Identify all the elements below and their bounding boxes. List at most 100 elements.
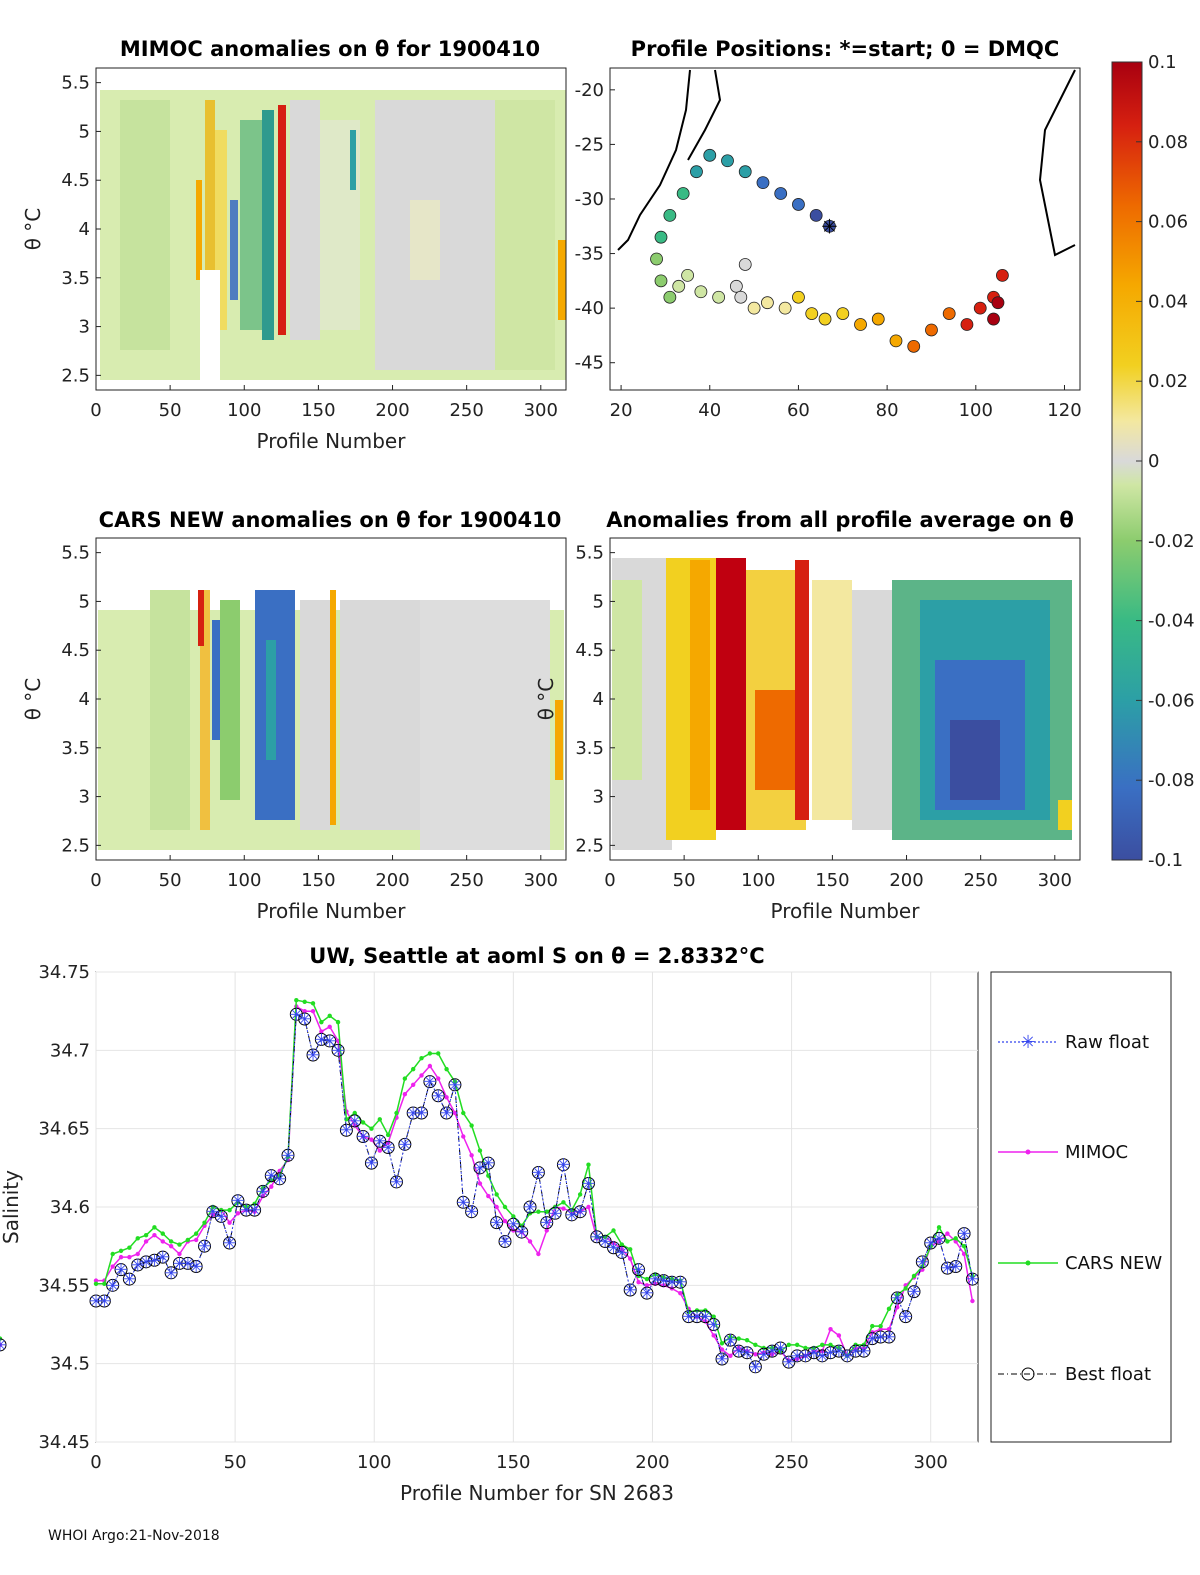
colorbar-tick-label: -0.08 (1148, 770, 1195, 791)
data-point: ✳ (222, 1234, 236, 1254)
data-point (632, 1263, 646, 1277)
data-point (828, 1327, 833, 1332)
cars-y-ticks: 2.5 3 3.5 4 4.5 5 5.5 (61, 543, 101, 856)
data-point (360, 1120, 366, 1125)
data-point (135, 1236, 140, 1241)
data-point (911, 1273, 917, 1279)
data-point: ✳ (389, 1173, 403, 1193)
data-point (335, 1019, 341, 1025)
data-point (548, 1206, 562, 1220)
data-point: ✳ (823, 1344, 837, 1364)
data-point (469, 1153, 474, 1158)
data-point (310, 1008, 316, 1014)
data-point (398, 1137, 412, 1151)
data-point (502, 1218, 508, 1224)
track-point (738, 258, 752, 271)
data-point (477, 1181, 483, 1186)
series-line (96, 1005, 974, 1362)
data-point (790, 1349, 804, 1363)
salinity-series: ✳✳✳✳✳✳✳✳✳✳✳✳✳✳✳✳✳✳✳✳✳✳✳✳✳✳✳✳✳✳✳✳✳✳✳✳✳✳✳✳… (0, 998, 980, 1378)
y-tick-label: 5 (79, 591, 90, 612)
data-point (623, 1283, 637, 1297)
data-point (828, 1342, 833, 1348)
data-point: ✳ (0, 1336, 7, 1356)
data-point (93, 1281, 99, 1286)
data-point (118, 1254, 124, 1260)
data-point (461, 1134, 466, 1139)
data-point (168, 1243, 174, 1249)
data-point (895, 1292, 900, 1297)
data-point (327, 1013, 332, 1019)
data-point (327, 1024, 332, 1030)
x-tick-label: 250 (449, 400, 483, 421)
data-point (561, 1200, 566, 1205)
y-tick-label: 5.5 (61, 73, 90, 94)
data-point (177, 1251, 182, 1257)
data-point (511, 1214, 516, 1219)
data-point (732, 1344, 746, 1358)
data-point: ✳ (106, 1276, 120, 1296)
data-point (561, 1206, 566, 1211)
track-point (973, 301, 987, 315)
data-point (189, 1260, 203, 1274)
data-point (899, 1310, 913, 1324)
data-point (452, 1079, 458, 1084)
data-point (577, 1209, 583, 1214)
y-tick-label: 4 (79, 219, 90, 240)
data-point: ✳ (172, 1254, 186, 1274)
data-point (314, 1032, 328, 1046)
track-point (761, 296, 774, 310)
data-point: ✳ (139, 1253, 153, 1273)
x-tick-label: 200 (375, 870, 409, 891)
colorbar-tick-label: 0 (1148, 451, 1159, 472)
y-tick-label: 4.5 (61, 170, 90, 191)
data-point (93, 1278, 99, 1283)
data-point (544, 1228, 549, 1233)
salinity-chart: UW, Seattle at aoml S on θ = 2.8332°C 0 5… (0, 944, 980, 1505)
data-point (728, 1334, 733, 1340)
data-point (531, 1166, 545, 1180)
data-point: ✳ (757, 1345, 771, 1365)
data-point (878, 1327, 883, 1332)
data-point (565, 1208, 579, 1222)
data-point (306, 1048, 320, 1062)
data-point: ✳ (156, 1248, 170, 1268)
x-tick-label: 200 (375, 400, 409, 421)
data-point (294, 998, 299, 1003)
data-point (206, 1205, 220, 1219)
data-point (440, 1106, 454, 1120)
data-point: ✳ (348, 1112, 362, 1132)
data-point (231, 1194, 245, 1208)
data-point (715, 1352, 729, 1366)
average-y-ticks: 2.5 3 3.5 4 4.5 5 5.5 (575, 543, 615, 856)
data-point: ✳ (381, 1138, 395, 1158)
cars-y-label: θ °C (21, 678, 45, 721)
data-point: ✳ (423, 1073, 437, 1093)
data-point: ✳ (965, 1270, 979, 1290)
data-point (339, 1123, 353, 1137)
data-point (757, 1347, 771, 1361)
colorbar-tick-label: 0.06 (1148, 212, 1188, 233)
data-point: ✳ (181, 1254, 195, 1274)
y-tick-label: 2.5 (575, 835, 604, 856)
colorbar-tick-label: 0.04 (1148, 291, 1188, 312)
data-point (227, 1220, 232, 1225)
africa-coastline (617, 69, 691, 251)
data-point (728, 1353, 733, 1359)
y-tick-label: 5 (79, 121, 90, 142)
data-point: ✳ (656, 1272, 670, 1292)
data-point (957, 1227, 971, 1241)
data-point (273, 1172, 287, 1186)
footer-credit: WHOI Argo:21-Nov-2018 (48, 1528, 220, 1544)
data-point (644, 1276, 650, 1282)
data-point (0, 1338, 7, 1352)
x-tick-label: 250 (963, 870, 997, 891)
y-tick-label: 3 (593, 787, 604, 808)
data-point: ✳ (857, 1342, 871, 1362)
data-point (147, 1253, 161, 1267)
data-point (281, 1148, 295, 1162)
colorbar-tick-label: -0.02 (1148, 531, 1195, 552)
y-tick-label: 3.5 (61, 738, 90, 759)
data-point (502, 1204, 508, 1210)
data-point: ✳ (631, 1261, 645, 1281)
